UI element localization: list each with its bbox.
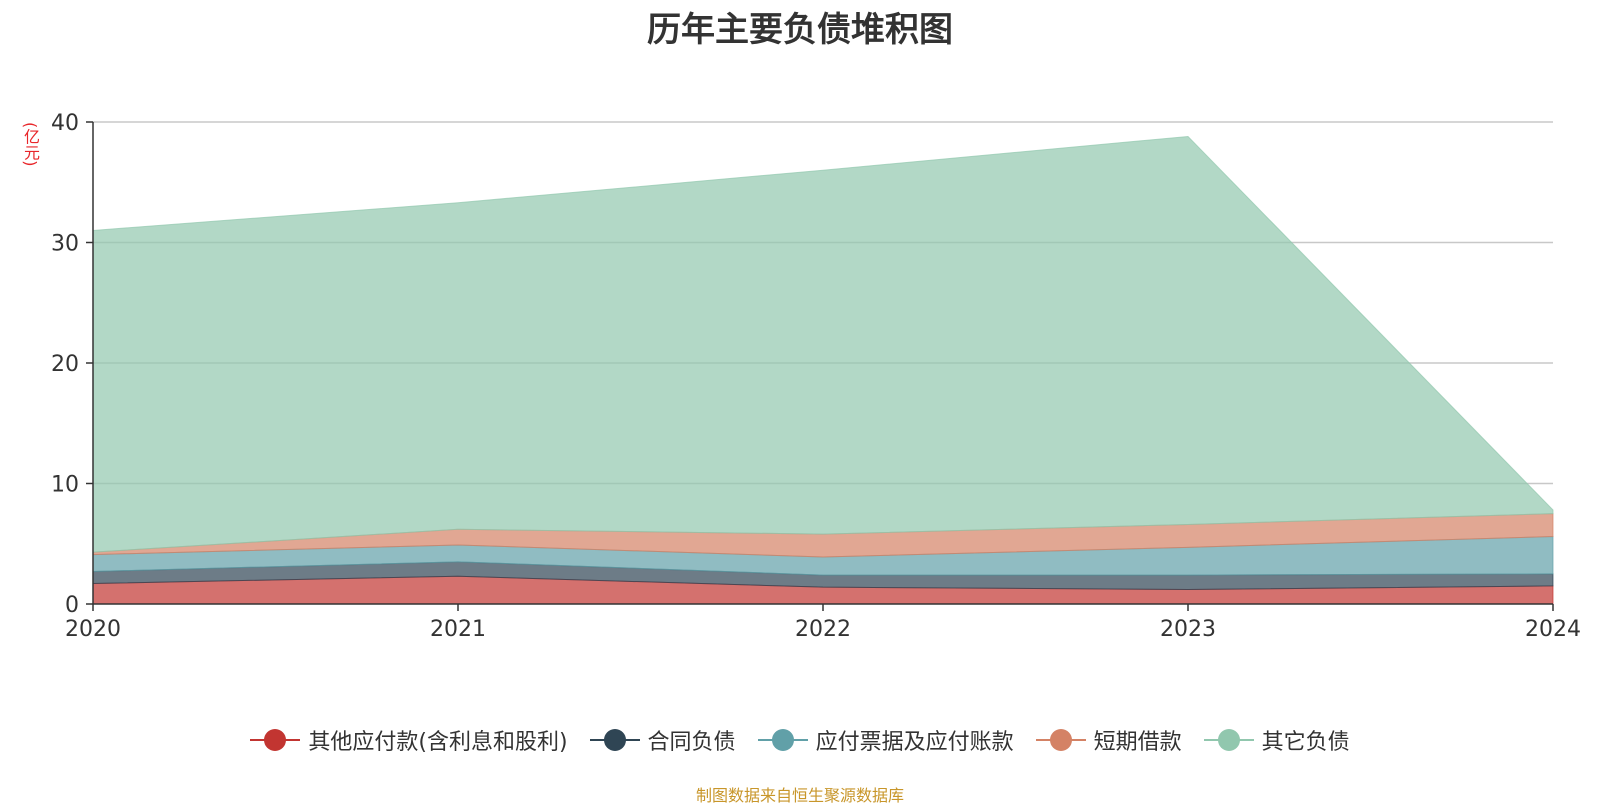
chart-plot-area: 0 10 20 30 40 2020 2021 2022 2023 2024 [51, 111, 1581, 642]
y-tick-label: 30 [51, 232, 79, 257]
area-series-4[interactable] [92, 135, 1554, 553]
chart-legend: 其他应付款(含利息和股利) 合同负债 应付票据及应付账款 短期借款 其它负债 [0, 724, 1600, 756]
y-tick-label: 20 [51, 352, 79, 377]
legend-marker-icon [589, 728, 640, 752]
legend-marker-icon [1035, 728, 1086, 752]
axes: 0 10 20 30 40 2020 2021 2022 2023 2024 [51, 111, 1581, 642]
legend-item-4[interactable]: 其它负债 [1203, 724, 1350, 756]
legend-item-0[interactable]: 其他应付款(含利息和股利) [250, 724, 568, 756]
source-note: 制图数据来自恒生聚源数据库 [695, 786, 904, 805]
y-axis-unit: (亿元) [21, 122, 40, 167]
legend-marker-icon [1203, 728, 1254, 752]
legend-label: 应付票据及应付账款 [815, 730, 1014, 755]
legend-marker-icon [757, 728, 808, 752]
y-tick-label: 0 [65, 593, 79, 618]
legend-label: 其他应付款(含利息和股利) [308, 730, 568, 755]
legend-label: 其它负债 [1261, 730, 1350, 755]
x-tick-label: 2022 [795, 617, 851, 642]
stacked-areas [92, 135, 1554, 605]
y-tick-label: 40 [51, 111, 79, 136]
legend-marker-icon [250, 728, 301, 752]
legend-label: 合同负债 [647, 730, 736, 755]
chart-title: 历年主要负债堆积图 [647, 10, 953, 50]
x-tick-label: 2024 [1525, 617, 1581, 642]
x-tick-label: 2020 [65, 617, 121, 642]
y-tick-label: 10 [51, 473, 79, 498]
legend-item-1[interactable]: 合同负债 [589, 724, 736, 756]
legend-item-3[interactable]: 短期借款 [1035, 724, 1182, 756]
legend-label: 短期借款 [1093, 730, 1182, 755]
legend-item-2[interactable]: 应付票据及应付账款 [757, 724, 1014, 756]
x-tick-label: 2021 [430, 617, 486, 642]
x-tick-label: 2023 [1160, 617, 1216, 642]
